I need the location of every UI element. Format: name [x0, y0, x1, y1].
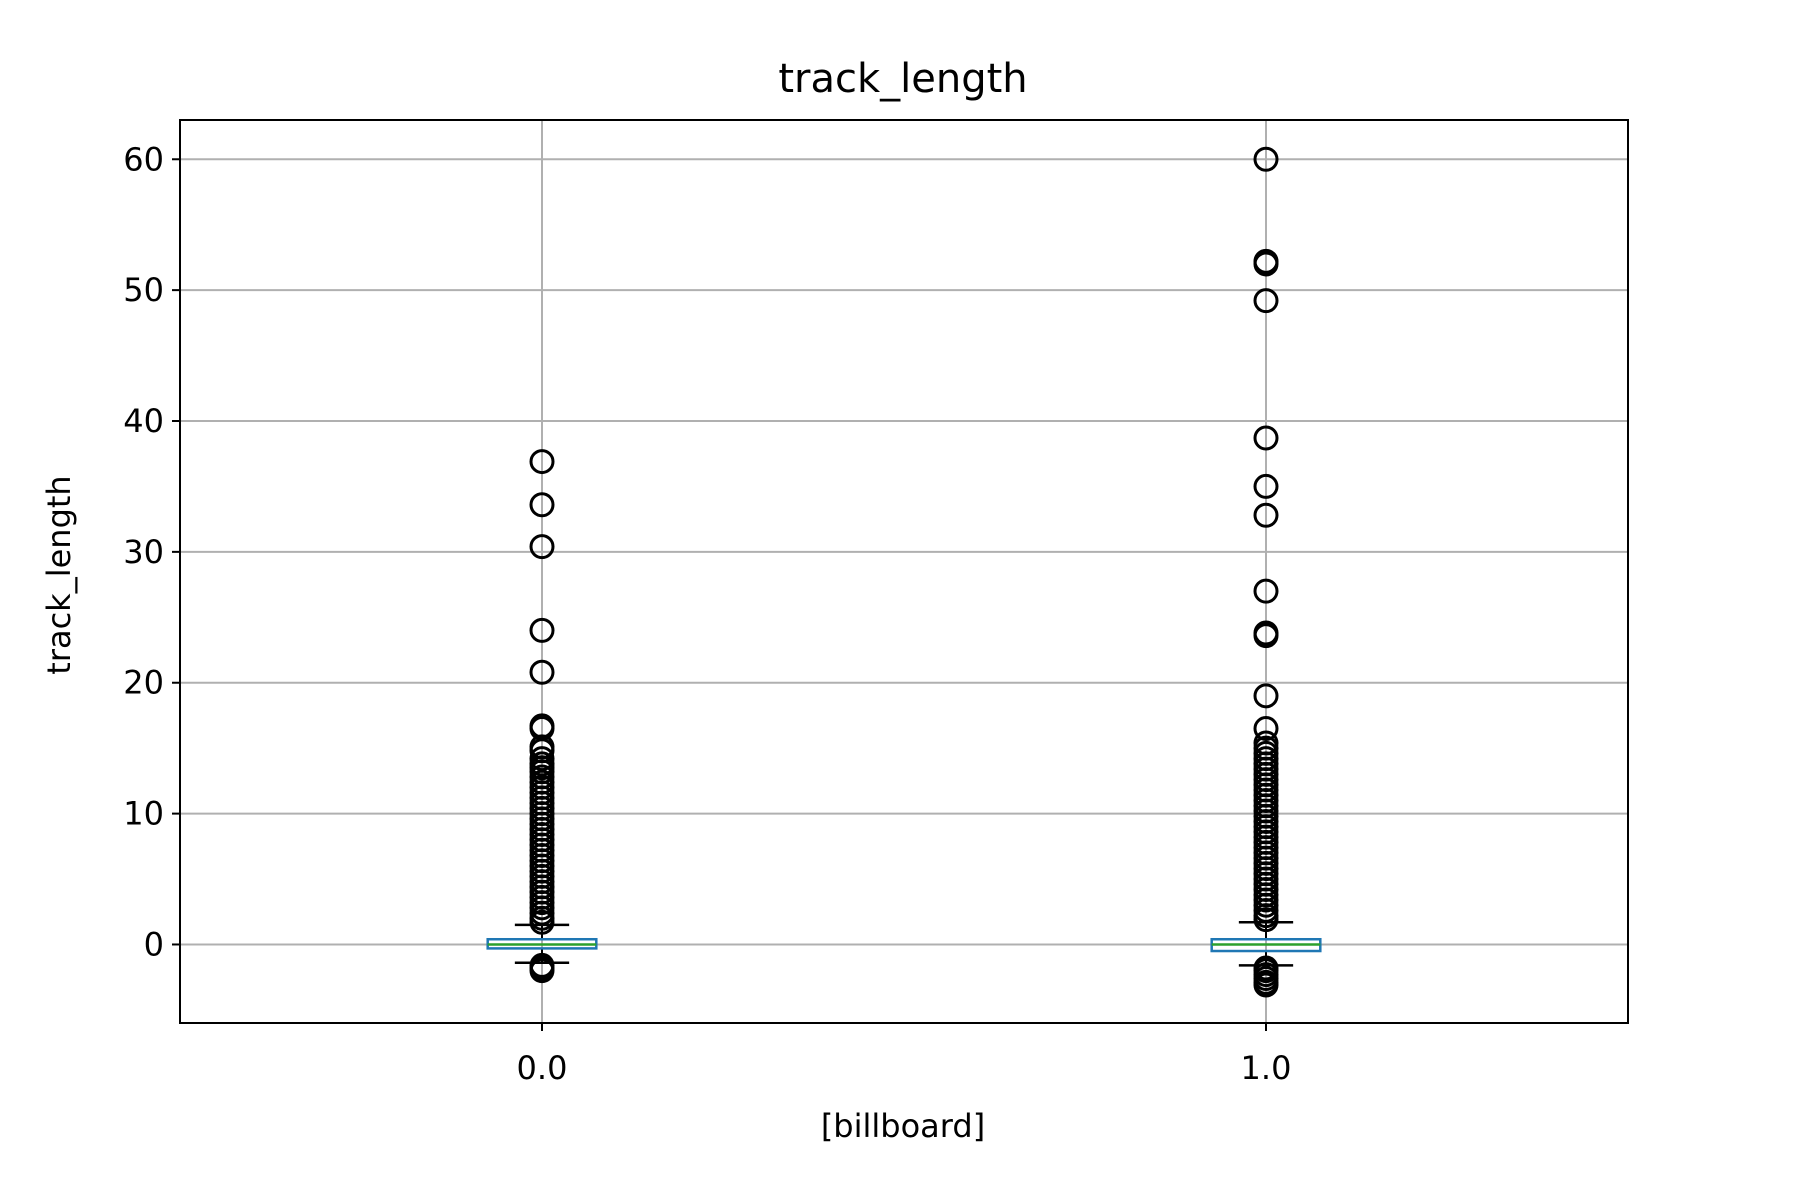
outlier-point	[529, 659, 555, 685]
x-tick-label: 1.0	[1241, 1049, 1292, 1087]
outlier-point	[1253, 251, 1279, 277]
outlier-point	[529, 958, 555, 984]
y-tick-label: 60	[123, 140, 164, 178]
y-tick-label: 50	[123, 271, 164, 309]
chart-title: track_length	[778, 56, 1027, 102]
outlier-point	[529, 617, 555, 643]
y-tick-label: 40	[123, 402, 164, 440]
axis-ticks: 0 10 20 30 40 50 60 0.0 1.0	[123, 140, 1291, 1087]
plot-frame	[179, 119, 1629, 1024]
outlier-point	[1253, 146, 1279, 172]
outlier-point	[1253, 502, 1279, 528]
x-tick-label: 0.0	[517, 1049, 568, 1087]
outlier-point	[1253, 972, 1279, 998]
box-group	[486, 449, 598, 984]
outlier-point	[1253, 623, 1279, 649]
outlier-point	[1253, 907, 1279, 933]
outlier-point	[1253, 425, 1279, 451]
outlier-point	[1253, 716, 1279, 742]
grid-lines	[180, 120, 1628, 1023]
outlier-point	[529, 534, 555, 560]
outlier-point	[529, 449, 555, 475]
outlier-point	[1253, 578, 1279, 604]
outlier-point	[1253, 473, 1279, 499]
box-plot-boxes	[486, 146, 1322, 998]
y-tick-label: 10	[123, 795, 164, 833]
outlier-point	[1253, 288, 1279, 314]
x-axis-label: [billboard]	[821, 1107, 985, 1145]
outlier-point	[1253, 683, 1279, 709]
y-tick-label: 0	[144, 925, 164, 963]
y-tick-label: 20	[123, 664, 164, 702]
y-axis-label: track_length	[40, 475, 78, 674]
outlier-point	[529, 909, 555, 935]
box-group	[1210, 146, 1322, 998]
y-tick-label: 30	[123, 533, 164, 571]
outlier-point	[529, 492, 555, 518]
